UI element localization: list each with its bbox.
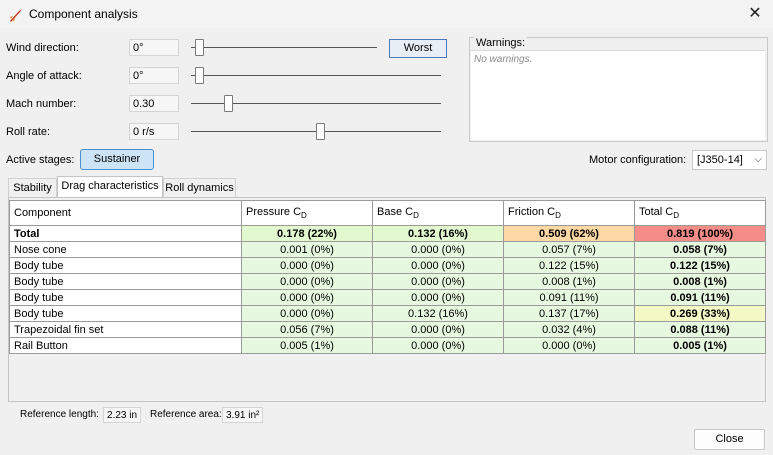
roll-rate-slider-thumb[interactable] xyxy=(315,123,325,140)
reference-area-value: 3.91 in² xyxy=(222,407,264,423)
warnings-panel xyxy=(469,37,768,142)
value-cell: 0.000 (0%) xyxy=(372,337,504,354)
value-cell: 0.088 (11%) xyxy=(634,321,766,338)
value-cell: 0.000 (0%) xyxy=(372,241,504,258)
value-cell: 0.001 (0%) xyxy=(241,241,373,258)
column-header-friction-cd[interactable]: Friction CD xyxy=(503,200,635,226)
roll-rate-field[interactable]: 0 r/s xyxy=(129,123,179,140)
angle-of-attack-label: Angle of attack: xyxy=(6,70,82,82)
value-cell: 0.000 (0%) xyxy=(372,273,504,290)
component-name-cell: Body tube xyxy=(9,257,242,274)
motor-configuration-value: [J350-14] xyxy=(697,154,743,166)
column-header-component[interactable]: Component xyxy=(9,200,242,226)
table-row[interactable]: Body tube 0.000 (0%) 0.000 (0%) 0.008 (1%) 0… xyxy=(9,273,766,290)
close-button[interactable]: Close xyxy=(694,429,765,450)
value-cell: 0.000 (0%) xyxy=(372,321,504,338)
table-row[interactable]: Rail Button 0.005 (1%) 0.000 (0%) 0.000 (0%… xyxy=(9,337,766,354)
component-name-cell: Rail Button xyxy=(9,337,242,354)
tab-stability[interactable]: Stability xyxy=(8,178,57,197)
window-title: Component analysis xyxy=(29,7,138,21)
component-name-cell: Nose cone xyxy=(9,241,242,258)
value-cell: 0.008 (1%) xyxy=(503,273,635,290)
table-row[interactable]: Total 0.178 (22%) 0.132 (16%) 0.509 (62%) 0.… xyxy=(9,225,766,242)
value-cell: 0.509 (62%) xyxy=(503,225,635,242)
value-cell: 0.091 (11%) xyxy=(634,289,766,306)
component-name-cell: Total xyxy=(9,225,242,242)
table-row[interactable]: Body tube 0.000 (0%) 0.000 (0%) 0.091 (11%)… xyxy=(9,289,766,306)
mach-number-label: Mach number: xyxy=(6,98,77,110)
value-cell: 0.000 (0%) xyxy=(241,289,373,306)
active-stages-label: Active stages: xyxy=(6,154,75,166)
table-row[interactable]: Nose cone 0.001 (0%) 0.000 (0%) 0.057 (7%) 0… xyxy=(9,241,766,258)
wind-direction-field[interactable]: 0° xyxy=(129,39,179,56)
value-cell: 0.000 (0%) xyxy=(372,257,504,274)
warnings-text-area[interactable] xyxy=(471,50,765,140)
column-header-base-cd[interactable]: Base CD xyxy=(372,200,504,226)
value-cell: 0.032 (4%) xyxy=(503,321,635,338)
mach-number-field[interactable]: 0.30 xyxy=(129,95,179,112)
value-cell: 0.057 (7%) xyxy=(503,241,635,258)
tab-drag-characteristics[interactable]: Drag characteristics xyxy=(57,176,163,198)
value-cell: 0.058 (7%) xyxy=(634,241,766,258)
column-header-pressure-cd[interactable]: Pressure CD xyxy=(241,200,373,226)
wind-direction-label: Wind direction: xyxy=(6,42,79,54)
warnings-title: Warnings: xyxy=(474,37,528,49)
worst-button[interactable]: Worst xyxy=(389,39,447,58)
value-cell: 0.091 (11%) xyxy=(503,289,635,306)
value-cell: 0.000 (0%) xyxy=(241,305,373,322)
table-row[interactable]: Body tube 0.000 (0%) 0.132 (16%) 0.137 (17%… xyxy=(9,305,766,322)
wind-direction-slider-thumb[interactable] xyxy=(195,39,204,56)
drag-table: Component Pressure CD Base CD Friction C… xyxy=(9,200,766,354)
component-name-cell: Body tube xyxy=(9,289,242,306)
mach-number-slider[interactable] xyxy=(191,103,441,104)
reference-length-value: 2.23 in xyxy=(103,407,142,423)
angle-of-attack-slider-thumb[interactable] xyxy=(195,67,204,84)
tab-roll-dynamics[interactable]: Roll dynamics xyxy=(163,178,236,197)
value-cell: 0.005 (1%) xyxy=(241,337,373,354)
wind-direction-slider[interactable] xyxy=(191,47,377,48)
value-cell: 0.000 (0%) xyxy=(372,289,504,306)
value-cell: 0.132 (16%) xyxy=(372,225,504,242)
value-cell: 0.000 (0%) xyxy=(241,273,373,290)
title-bar: Component analysis ✕ xyxy=(0,0,773,28)
value-cell: 0.005 (1%) xyxy=(634,337,766,354)
mach-number-slider-thumb[interactable] xyxy=(223,95,233,112)
reference-length-label: Reference length: xyxy=(20,409,99,420)
motor-configuration-select[interactable]: [J350-14] ⌵ xyxy=(692,150,767,170)
value-cell: 0.137 (17%) xyxy=(503,305,635,322)
value-cell: 0.122 (15%) xyxy=(634,257,766,274)
motor-configuration-label: Motor configuration: xyxy=(589,154,687,166)
value-cell: 0.000 (0%) xyxy=(241,257,373,274)
value-cell: 0.269 (33%) xyxy=(634,305,766,322)
close-icon[interactable]: ✕ xyxy=(748,5,762,22)
value-cell: 0.819 (100%) xyxy=(634,225,766,242)
roll-rate-label: Roll rate: xyxy=(6,126,51,138)
warnings-text: No warnings. xyxy=(474,54,533,65)
value-cell: 0.178 (22%) xyxy=(241,225,373,242)
angle-of-attack-slider[interactable] xyxy=(191,75,441,76)
value-cell: 0.122 (15%) xyxy=(503,257,635,274)
value-cell: 0.132 (16%) xyxy=(372,305,504,322)
component-name-cell: Trapezoidal fin set xyxy=(9,321,242,338)
table-row[interactable]: Body tube 0.000 (0%) 0.000 (0%) 0.122 (15%)… xyxy=(9,257,766,274)
column-header-total-cd[interactable]: Total CD xyxy=(634,200,766,226)
sustainer-stage-button[interactable]: Sustainer xyxy=(80,149,154,170)
reference-area-label: Reference area: xyxy=(150,409,222,420)
angle-of-attack-field[interactable]: 0° xyxy=(129,67,179,84)
chevron-down-icon: ⌵ xyxy=(754,154,762,165)
component-name-cell: Body tube xyxy=(9,273,242,290)
value-cell: 0.008 (1%) xyxy=(634,273,766,290)
value-cell: 0.000 (0%) xyxy=(503,337,635,354)
table-row[interactable]: Trapezoidal fin set 0.056 (7%) 0.000 (0%) 0… xyxy=(9,321,766,338)
value-cell: 0.056 (7%) xyxy=(241,321,373,338)
component-name-cell: Body tube xyxy=(9,305,242,322)
rocket-icon xyxy=(10,9,22,22)
